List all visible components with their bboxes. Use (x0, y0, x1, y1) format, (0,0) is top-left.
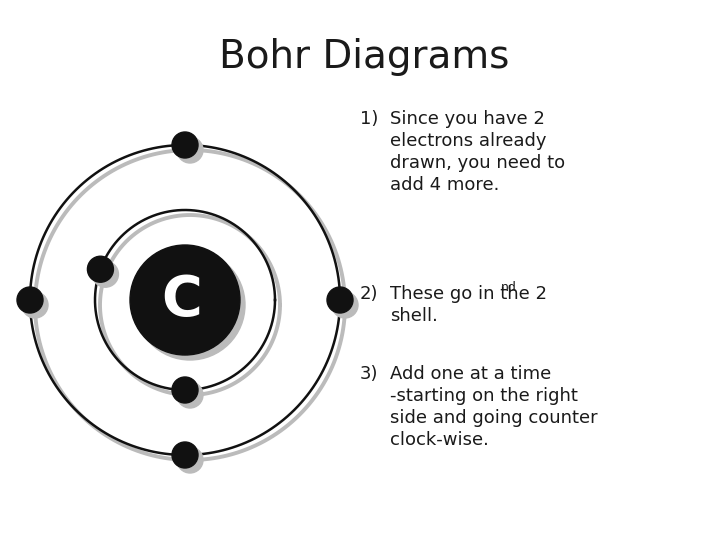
Circle shape (172, 442, 198, 468)
Text: These go in the 2: These go in the 2 (390, 285, 547, 303)
Text: shell.: shell. (390, 307, 438, 325)
Text: drawn, you need to: drawn, you need to (390, 154, 565, 172)
Circle shape (172, 377, 198, 403)
Circle shape (17, 287, 43, 313)
Text: electrons already: electrons already (390, 132, 547, 150)
Circle shape (87, 256, 114, 282)
Text: Bohr Diagrams: Bohr Diagrams (219, 38, 509, 76)
Text: 3): 3) (360, 365, 379, 383)
Text: 2): 2) (360, 285, 379, 303)
Circle shape (332, 292, 358, 318)
Text: Add one at a time: Add one at a time (390, 365, 551, 383)
Circle shape (177, 382, 203, 408)
Circle shape (135, 250, 245, 360)
Circle shape (22, 292, 48, 318)
Text: -starting on the right: -starting on the right (390, 387, 578, 405)
Text: nd: nd (501, 281, 516, 294)
Circle shape (92, 261, 119, 287)
Text: 1): 1) (360, 110, 379, 128)
Text: Since you have 2: Since you have 2 (390, 110, 545, 128)
Text: C: C (162, 273, 202, 327)
Circle shape (172, 132, 198, 158)
Text: add 4 more.: add 4 more. (390, 176, 499, 194)
Circle shape (130, 245, 240, 355)
Text: side and going counter: side and going counter (390, 409, 598, 427)
Circle shape (327, 287, 353, 313)
Circle shape (177, 137, 203, 163)
Circle shape (177, 447, 203, 473)
Text: clock-wise.: clock-wise. (390, 431, 489, 449)
